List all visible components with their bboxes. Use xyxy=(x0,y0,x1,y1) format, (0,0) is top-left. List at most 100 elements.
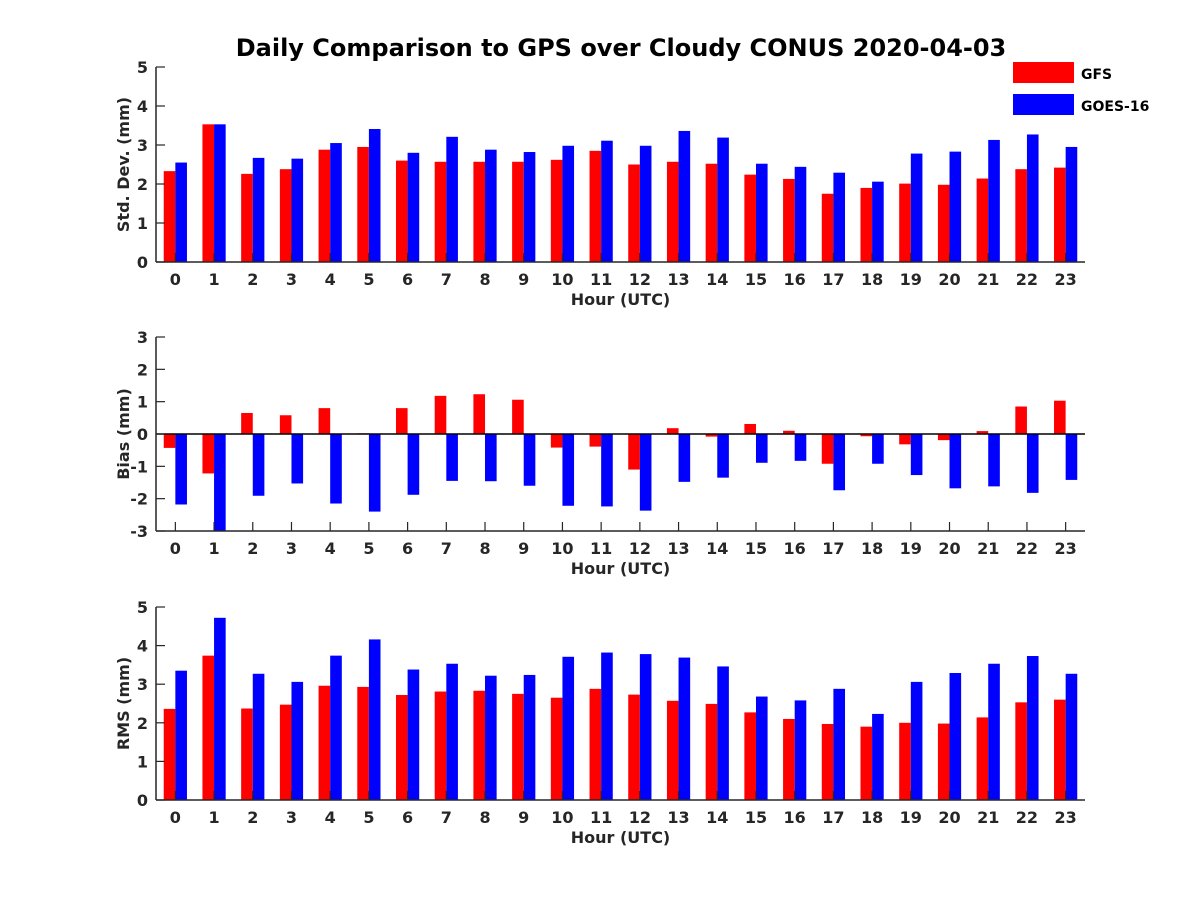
rms-x-tick-label: 2 xyxy=(247,808,258,827)
std-dev-y-tick-label: 0 xyxy=(137,253,148,272)
std-dev-x-tick-label: 16 xyxy=(784,270,806,289)
rms-x-tick-label: 19 xyxy=(900,808,922,827)
std-dev-x-tick-label: 22 xyxy=(1016,270,1038,289)
bias-x-tick-label: 5 xyxy=(363,539,374,558)
rms-x-tick-label: 6 xyxy=(402,808,413,827)
std-dev-x-tick-label: 1 xyxy=(208,270,219,289)
rms-bar-goes16-20 xyxy=(949,673,962,800)
std-dev-bar-gfs-3 xyxy=(279,169,292,262)
std-dev-bar-gfs-10 xyxy=(550,159,563,262)
bias-bar-gfs-7 xyxy=(434,395,447,434)
rms-x-tick-label: 9 xyxy=(518,808,529,827)
std-dev-x-tick-label: 2 xyxy=(247,270,258,289)
rms-bar-goes16-9 xyxy=(523,674,536,800)
bias-bar-gfs-12 xyxy=(628,434,640,470)
bias-bar-goes16-20 xyxy=(949,434,962,489)
bias-x-tick-label: 18 xyxy=(861,539,883,558)
std-dev-bar-goes16-13 xyxy=(678,130,691,262)
rms-x-tick-label: 7 xyxy=(441,808,452,827)
bias-bar-goes16-12 xyxy=(639,434,652,511)
bias-bar-goes16-1 xyxy=(214,434,226,531)
rms-bar-gfs-9 xyxy=(512,693,524,800)
rms-bar-goes16-13 xyxy=(678,657,691,800)
rms-bar-gfs-13 xyxy=(666,700,679,800)
std-dev-y-axis-label: Std. Dev. (mm) xyxy=(114,97,133,232)
rms-y-tick-label: 2 xyxy=(137,714,148,733)
std-dev-x-tick-label: 11 xyxy=(590,270,612,289)
bias-bar-gfs-3 xyxy=(279,415,292,434)
bias-bar-goes16-21 xyxy=(988,434,1000,487)
bias-x-tick-label: 22 xyxy=(1016,539,1038,558)
rms-bar-gfs-14 xyxy=(705,703,718,800)
bias-bar-goes16-18 xyxy=(872,434,884,464)
std-dev-bar-gfs-2 xyxy=(241,173,253,262)
rms-bar-gfs-6 xyxy=(395,695,408,800)
rms-x-tick-label: 15 xyxy=(745,808,767,827)
bias-bar-gfs-9 xyxy=(512,399,524,434)
rms-x-tick-label: 10 xyxy=(551,808,573,827)
rms-bar-goes16-14 xyxy=(717,666,729,800)
rms-bar-goes16-22 xyxy=(1026,656,1039,800)
rms-bar-goes16-7 xyxy=(446,663,458,800)
bias-bar-goes16-4 xyxy=(330,434,342,504)
rms-bar-goes16-15 xyxy=(755,696,768,800)
std-dev-bar-goes16-6 xyxy=(407,152,420,262)
rms-bar-goes16-8 xyxy=(485,675,497,800)
std-dev-bar-gfs-16 xyxy=(783,178,795,262)
rms-bar-gfs-23 xyxy=(1054,699,1066,800)
std-dev-x-tick-label: 12 xyxy=(629,270,651,289)
rms-bar-gfs-4 xyxy=(318,685,331,800)
bias-bar-gfs-18 xyxy=(860,434,873,437)
bias-bar-goes16-2 xyxy=(252,434,265,496)
std-dev-x-tick-label: 17 xyxy=(822,270,844,289)
bias-bar-goes16-22 xyxy=(1026,434,1039,493)
std-dev-bar-goes16-5 xyxy=(368,129,381,262)
rms-x-tick-label: 21 xyxy=(977,808,999,827)
bias-bar-goes16-17 xyxy=(833,434,846,491)
bias-bar-goes16-10 xyxy=(562,434,575,506)
std-dev-bar-goes16-12 xyxy=(639,145,652,262)
rms-x-tick-label: 8 xyxy=(479,808,490,827)
rms-bar-gfs-20 xyxy=(937,723,950,800)
std-dev-bar-goes16-4 xyxy=(330,143,342,262)
rms-bar-goes16-19 xyxy=(910,681,923,800)
rms-bar-goes16-17 xyxy=(833,688,846,800)
bias-bar-goes16-14 xyxy=(717,434,729,478)
rms-x-tick-label: 3 xyxy=(286,808,297,827)
std-dev-bar-goes16-2 xyxy=(252,157,265,262)
bias-x-tick-label: 9 xyxy=(518,539,529,558)
rms-x-tick-label: 16 xyxy=(784,808,806,827)
std-dev-x-tick-label: 8 xyxy=(479,270,490,289)
std-dev-bar-gfs-11 xyxy=(589,150,602,262)
bias-x-tick-label: 1 xyxy=(208,539,219,558)
std-dev-bar-gfs-13 xyxy=(666,161,679,262)
std-dev-x-tick-label: 10 xyxy=(551,270,573,289)
std-dev-bar-gfs-21 xyxy=(976,178,989,262)
bias-bar-goes16-15 xyxy=(755,434,768,463)
std-dev-x-tick-label: 13 xyxy=(667,270,689,289)
rms-bar-gfs-18 xyxy=(860,726,873,800)
rms-bar-goes16-4 xyxy=(330,655,342,800)
bias-bar-goes16-11 xyxy=(601,434,613,507)
rms-y-tick-label: 1 xyxy=(137,752,148,771)
std-dev-bar-goes16-1 xyxy=(214,124,226,262)
rms-bar-gfs-3 xyxy=(279,704,292,800)
bias-bar-gfs-10 xyxy=(550,434,563,448)
legend-swatch-goes16 xyxy=(1013,94,1074,115)
std-dev-bar-goes16-0 xyxy=(175,162,187,262)
rms-bar-goes16-2 xyxy=(252,673,265,800)
legend-swatch-gfs xyxy=(1013,62,1074,83)
std-dev-bar-goes16-20 xyxy=(949,151,962,262)
bias-y-tick-label: 2 xyxy=(137,360,148,379)
bias-x-tick-label: 3 xyxy=(286,539,297,558)
rms-bar-gfs-10 xyxy=(550,697,563,800)
std-dev-bar-gfs-0 xyxy=(163,171,176,262)
rms-bar-goes16-6 xyxy=(407,669,420,800)
rms-y-tick-label: 4 xyxy=(137,637,148,656)
rms-y-tick-label: 3 xyxy=(137,675,148,694)
bias-x-tick-label: 16 xyxy=(784,539,806,558)
std-dev-x-tick-label: 5 xyxy=(363,270,374,289)
bias-x-tick-label: 8 xyxy=(479,539,490,558)
